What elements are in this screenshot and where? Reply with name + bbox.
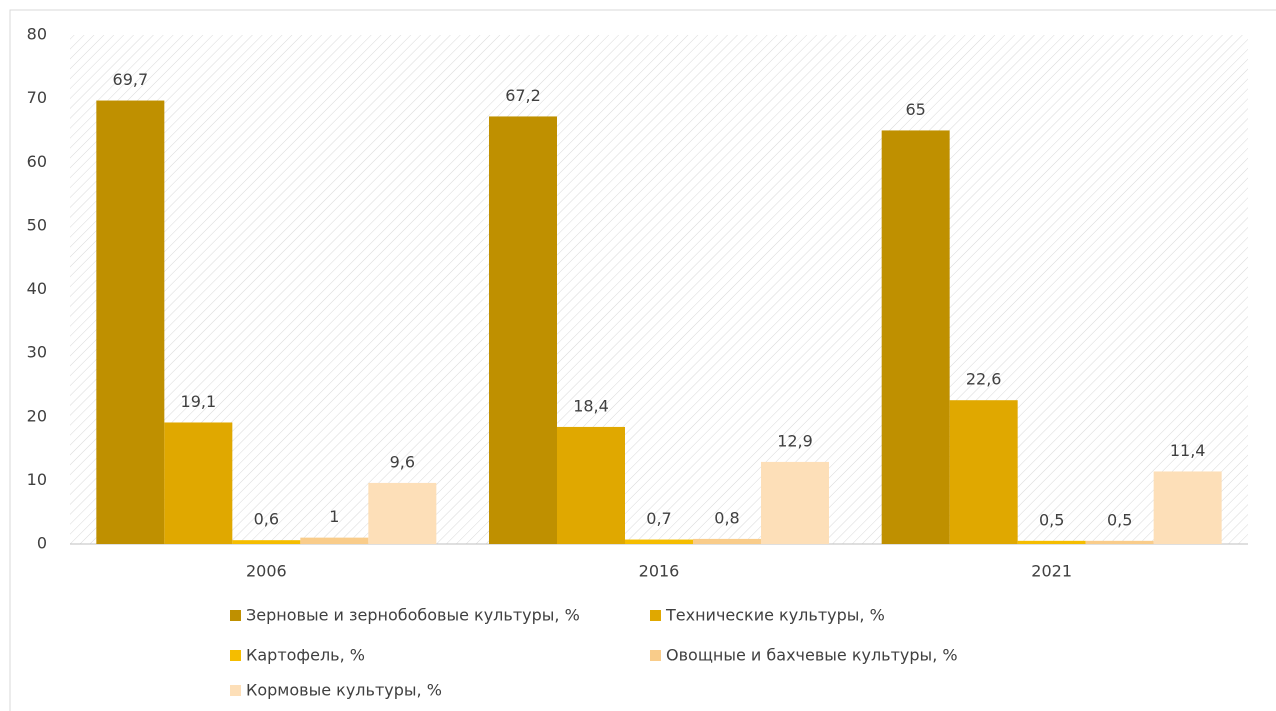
value-label: 67,2 [505,86,541,105]
bar [1017,540,1086,544]
bar [489,116,557,544]
bar [96,100,165,544]
value-label: 9,6 [390,452,415,471]
bar [1153,471,1222,544]
value-label: 0,8 [714,508,739,527]
bar [625,539,693,544]
bar [557,426,625,544]
legend-label: Кормовые культуры, % [246,681,442,700]
legend-swatch [230,685,241,696]
y-tick-label: 40 [27,279,47,298]
bar [300,537,369,544]
legend-swatch [230,610,241,621]
y-tick-label: 10 [27,470,47,489]
value-label: 69,7 [113,70,149,89]
legend-swatch [650,610,661,621]
bar [1085,540,1154,544]
legend-swatch [230,650,241,661]
legend-label: Картофель, % [246,646,365,665]
bar [881,130,950,544]
value-label: 0,6 [254,510,279,529]
y-tick-label: 50 [27,215,47,234]
chart-frame [9,9,1276,711]
legend-swatch [650,650,661,661]
value-label: 22,6 [966,370,1002,389]
value-label: 18,4 [573,396,609,415]
bar [368,482,437,544]
legend-label: Технические культуры, % [665,606,885,625]
x-tick-label: 2016 [639,562,680,581]
value-label: 11,4 [1170,441,1206,460]
plot-area [70,35,1248,544]
y-tick-label: 80 [27,25,47,44]
value-label: 0,7 [646,509,671,528]
value-label: 0,5 [1039,510,1064,529]
y-tick-label: 60 [27,152,47,171]
y-tick-label: 30 [27,343,47,362]
value-label: 19,1 [181,392,217,411]
legend-label: Зерновые и зернобобовые культуры, % [246,606,580,625]
bar [164,422,233,544]
bar [949,400,1018,544]
value-label: 1 [329,507,339,526]
x-tick-label: 2021 [1031,562,1072,581]
value-label: 0,5 [1107,510,1132,529]
value-label: 65 [905,100,925,119]
legend-label: Овощные и бахчевые культуры, % [666,646,958,665]
bar [232,540,301,544]
y-tick-label: 20 [27,406,47,425]
bar [693,538,761,544]
y-tick-label: 70 [27,88,47,107]
x-tick-label: 2006 [246,562,287,581]
bar [761,461,829,544]
value-label: 12,9 [777,431,813,450]
y-tick-label: 0 [37,534,47,553]
